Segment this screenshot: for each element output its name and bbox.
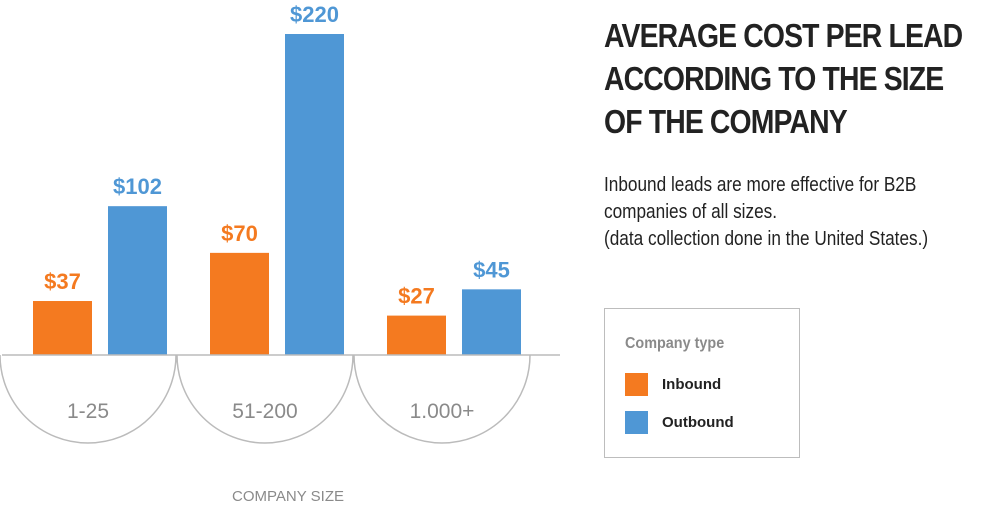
legend-title: Company type [625,335,725,352]
bar-outbound-1-25 [108,206,167,355]
chart-subtitle-line: Inbound leads are more effective for B2B [604,174,917,196]
chart-legend: Company type Inbound Outbound [604,308,800,458]
value-label-outbound-51-200: $220 [290,2,339,27]
value-label-inbound-51-200: $70 [221,221,258,246]
chart-subtitle: Inbound leads are more effective for B2B… [604,172,928,253]
bar-outbound-51-200 [285,34,344,355]
bar-inbound-51-200 [210,252,269,355]
x-axis-label: COMPANY SIZE [232,488,344,505]
category-label-1.000+: 1.000+ [410,400,475,423]
chart-title-line: OF THE COMPANY [604,103,848,140]
value-labels-group: $37 $102 $70 $220 $27 $45 [44,2,510,309]
category-arc-1.000+ [353,354,531,444]
category-label-1-25: 1-25 [67,400,109,423]
bar-chart: $37 $102 $70 $220 $27 $45 1-25 51-200 1.000+ CO… [0,2,560,505]
chart-subtitle-line: (data collection done in the United Stat… [604,228,929,250]
legend-label-outbound: Outbound [662,413,734,431]
value-label-inbound-1-25: $37 [44,269,81,294]
category-arcs-group [0,354,531,444]
chart-subtitle-line: companies of all sizes. [604,201,778,223]
bar-inbound-1-25 [33,301,92,355]
legend-swatch-inbound [625,372,648,396]
legend-item-outbound: Outbound [625,410,734,434]
legend-item-inbound: Inbound [625,372,722,396]
category-arc-51-200 [176,354,354,444]
chart-title-line: ACCORDING TO THE SIZE [604,60,944,97]
legend-swatch-outbound [625,410,648,434]
bars-group [33,34,521,355]
value-label-outbound-1-25: $102 [113,174,162,199]
category-labels-group: 1-25 51-200 1.000+ [67,400,474,423]
chart-title: AVERAGE COST PER LEAD ACCORDING TO THE S… [604,14,963,143]
chart-title-line: AVERAGE COST PER LEAD [604,17,963,54]
bar-inbound-1.000+ [387,315,446,355]
category-arc-1-25 [0,354,177,444]
value-label-inbound-1.000+: $27 [398,284,435,309]
legend-label-inbound: Inbound [662,375,722,393]
value-label-outbound-1.000+: $45 [473,257,510,282]
category-label-51-200: 51-200 [232,400,297,423]
bar-outbound-1.000+ [462,289,521,355]
